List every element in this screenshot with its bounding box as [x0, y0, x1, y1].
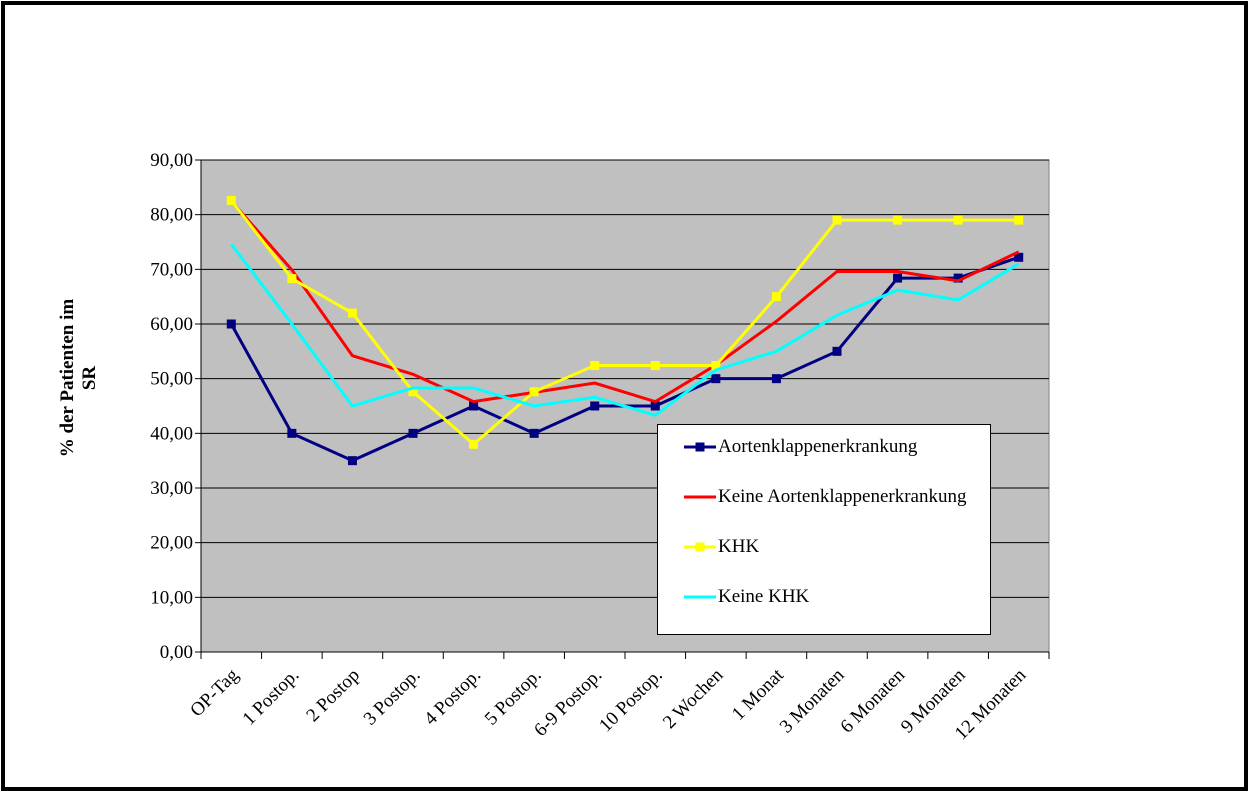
- legend-label: Keine Aortenklappenerkrankung: [718, 486, 967, 507]
- data-point: [1014, 252, 1024, 262]
- x-tick-label: 4 Postop.: [420, 665, 485, 730]
- y-axis-label: % der Patienten im SR: [57, 298, 100, 458]
- y-tick-label: 0,00: [160, 642, 193, 663]
- x-tick-label: 2 Postop: [302, 665, 364, 727]
- data-point: [347, 456, 357, 466]
- series-line: [230, 243, 1020, 417]
- data-point: [650, 361, 660, 371]
- y-tick-label: 20,00: [150, 533, 193, 554]
- data-point: [226, 195, 236, 205]
- legend-marker: [695, 542, 705, 552]
- y-tick-label: 70,00: [150, 259, 193, 280]
- data-point: [590, 401, 600, 411]
- data-point: [953, 273, 963, 283]
- data-point: [893, 273, 903, 283]
- data-point: [953, 215, 963, 225]
- data-point: [832, 215, 842, 225]
- data-point: [771, 374, 781, 384]
- legend-swatch: [684, 595, 716, 599]
- data-point: [287, 428, 297, 438]
- data-point: [529, 428, 539, 438]
- data-point: [408, 387, 418, 397]
- y-tick-label: 40,00: [150, 423, 193, 444]
- x-tick-label: 6 Monaten: [836, 664, 909, 737]
- legend-swatch: [684, 442, 716, 452]
- y-tick-label: 50,00: [150, 369, 193, 390]
- series-line: [230, 200, 1020, 404]
- x-tick-label: 1 Monat: [728, 664, 789, 725]
- y-tick-label: 90,00: [150, 150, 193, 171]
- data-point: [226, 319, 236, 329]
- data-point: [1014, 215, 1024, 225]
- data-point: [771, 292, 781, 302]
- data-point: [529, 387, 539, 397]
- data-point: [287, 274, 297, 284]
- x-tick-label: 2 Wochen: [659, 664, 728, 733]
- legend-marker: [695, 442, 705, 452]
- y-tick-label: 80,00: [150, 205, 193, 226]
- data-point: [469, 439, 479, 449]
- data-point: [832, 346, 842, 356]
- x-tick-label: 3 Monaten: [776, 664, 849, 737]
- legend: Aortenklappenerkrankung Keine Aortenklapp…: [657, 424, 991, 635]
- legend-label: Aortenklappenerkrankung: [718, 436, 918, 457]
- y-tick-label: 60,00: [150, 314, 193, 335]
- x-tick-label: 10 Postop.: [595, 665, 667, 737]
- data-point: [590, 361, 600, 371]
- y-tick-label: 30,00: [150, 478, 193, 499]
- data-point: [347, 308, 357, 318]
- y-tick-label: 10,00: [150, 587, 193, 608]
- data-point: [711, 361, 721, 371]
- series-line: [230, 199, 1019, 447]
- legend-item: Aortenklappenerkrankung: [682, 435, 984, 485]
- legend-swatch: [684, 495, 716, 499]
- legend-label: KHK: [718, 536, 760, 557]
- legend-swatch: [684, 542, 716, 552]
- legend-item: Keine Aortenklappenerkrankung: [682, 485, 984, 535]
- data-point: [650, 401, 660, 411]
- data-point: [893, 215, 903, 225]
- x-tick-label: 1 Postop.: [239, 665, 304, 730]
- x-tick-label: OP-Tag: [186, 664, 243, 721]
- x-tick-label: 3 Postop.: [360, 665, 425, 730]
- data-point: [469, 401, 479, 411]
- data-point: [408, 428, 418, 438]
- data-point: [711, 374, 721, 384]
- legend-item: KHK: [682, 535, 984, 585]
- legend-label: Keine KHK: [718, 586, 810, 607]
- legend-item: Keine KHK: [682, 585, 984, 635]
